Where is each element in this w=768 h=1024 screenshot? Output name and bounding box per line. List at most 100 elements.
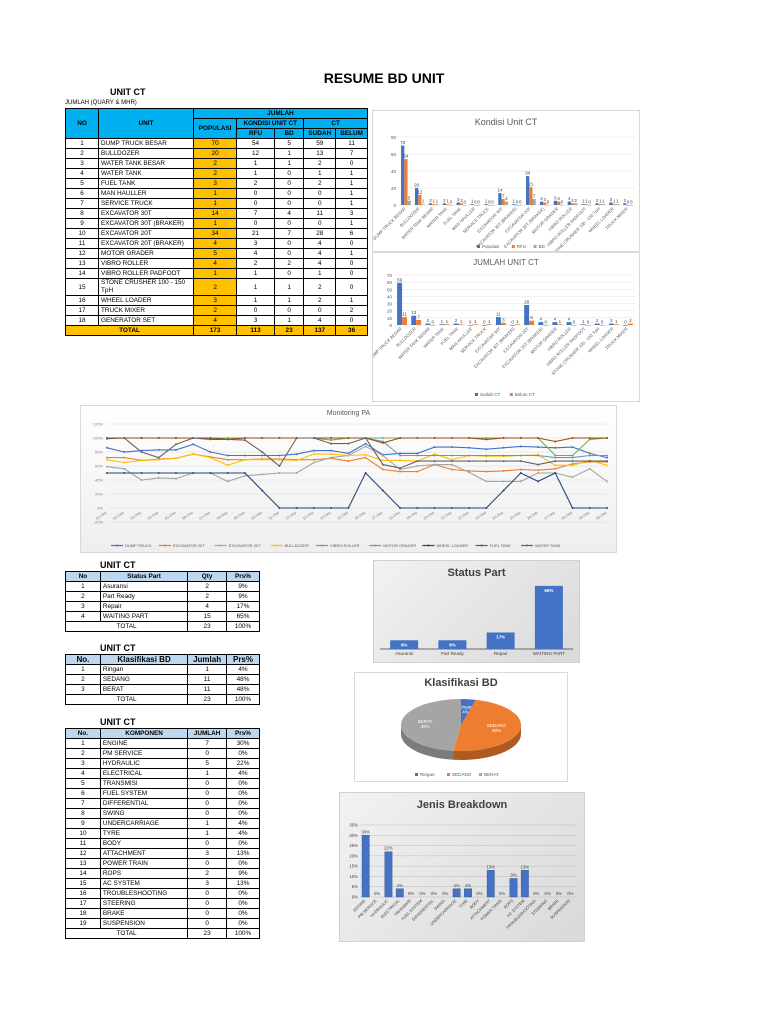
svg-text:0: 0 xyxy=(432,320,435,325)
cell-pct: 13% xyxy=(226,848,260,859)
svg-text:0%: 0% xyxy=(544,891,550,896)
col-header: Prs% xyxy=(226,654,260,665)
svg-text:1: 1 xyxy=(446,199,449,204)
svg-text:16-Sep: 16-Sep xyxy=(354,511,366,521)
cell-qty: 4 xyxy=(187,601,227,612)
cell-name: AC SYSTEM xyxy=(99,878,189,889)
status-part-heading: UNIT CT xyxy=(100,560,136,570)
svg-text:0%: 0% xyxy=(431,891,437,896)
table-row: 17 STEERING 0 0% xyxy=(65,898,260,909)
cell-no: 3 xyxy=(65,684,101,695)
cell-sudah: 1 xyxy=(303,168,337,179)
svg-text:4%: 4% xyxy=(465,883,471,888)
svg-text:06-Sep: 06-Sep xyxy=(181,511,193,521)
cell-name: BERAT xyxy=(99,684,189,695)
svg-text:23-Sep: 23-Sep xyxy=(475,511,487,521)
cell-name: FUEL SYSTEM xyxy=(99,788,189,799)
cell-populasi: 4 xyxy=(192,315,238,326)
svg-text:1: 1 xyxy=(471,199,474,204)
svg-text:ROPS: ROPS xyxy=(503,898,515,910)
svg-text:1: 1 xyxy=(615,319,618,324)
unit-ct-heading: UNIT CT xyxy=(110,87,146,97)
svg-text:4: 4 xyxy=(554,317,557,322)
svg-text:14-Sep: 14-Sep xyxy=(319,511,331,521)
cell-populasi: 1 xyxy=(192,188,238,199)
cell-total-qty: 23 xyxy=(187,928,227,939)
cell-no: 10 xyxy=(65,228,99,239)
status-part-chart: Status Part 9% Asuransi 9% Part Ready 17% Rep… xyxy=(373,560,580,663)
cell-no: 12 xyxy=(65,248,99,259)
svg-text:1: 1 xyxy=(432,199,435,204)
svg-text:1: 1 xyxy=(613,199,616,204)
unit-ct-subtitle: JUMLAH (QUARY & MHR) xyxy=(65,100,137,106)
cell-qty: 0 xyxy=(187,788,227,799)
svg-text:10-Sep: 10-Sep xyxy=(250,511,262,521)
svg-text:1: 1 xyxy=(446,319,449,324)
cell-populasi: 1 xyxy=(192,268,238,279)
cell-total-sudah: 137 xyxy=(303,325,337,336)
cell-pct: 0% xyxy=(226,888,260,899)
cell-belum: 7 xyxy=(335,148,368,159)
cell-no: 7 xyxy=(65,198,99,209)
cell-populasi: 20 xyxy=(192,148,238,159)
table-row: 9 UNDERCARRIAGE 1 4% xyxy=(65,818,260,829)
svg-text:2: 2 xyxy=(455,318,458,323)
svg-text:EXCAVATOR 30T: EXCAVATOR 30T xyxy=(229,543,261,548)
cell-name: BODY xyxy=(99,838,189,849)
table-row: 2 SEDANG 11 48% xyxy=(65,674,260,685)
table-row: 8 SWING 0 0% xyxy=(65,808,260,819)
svg-text:EXCAVATOR 20T: EXCAVATOR 20T xyxy=(173,543,205,548)
svg-text:12: 12 xyxy=(417,189,423,194)
cell-pct: 4% xyxy=(226,664,260,675)
table-row: 3 BERAT 11 48% xyxy=(65,684,260,695)
svg-text:3: 3 xyxy=(502,317,505,322)
table-row: 1 ENGINE 7 30% xyxy=(65,738,260,749)
klasifikasi-bd-chart: Klasifikasi BD Ringan 4% SEDANG 48% BERAT 48%… xyxy=(354,672,568,782)
cell-qty: 5 xyxy=(187,758,227,769)
col-jumlah: JUMLAH xyxy=(193,108,368,119)
cell-pct: 9% xyxy=(226,591,260,602)
svg-text:1: 1 xyxy=(513,199,516,204)
cell-no: 14 xyxy=(65,268,99,279)
cell-total-pct: 100% xyxy=(226,694,260,705)
cell-belum: 2 xyxy=(335,305,368,316)
col-kondisi: KONDISI UNIT CT xyxy=(236,118,305,129)
cell-pct: 4% xyxy=(226,768,260,779)
cell-no: 10 xyxy=(65,828,101,839)
cell-pct: 9% xyxy=(226,868,260,879)
svg-text:35%: 35% xyxy=(349,823,358,828)
komponen-table: No. KOMPONEN JUMLAH Prs% 1 ENGINE 7 30% 2 PM SER… xyxy=(64,728,260,939)
cell-rfu: 1 xyxy=(236,158,275,169)
cell-no: 7 xyxy=(65,798,101,809)
cell-name: BRAKE xyxy=(99,908,189,919)
svg-text:4: 4 xyxy=(568,317,571,322)
svg-text:59: 59 xyxy=(397,277,403,282)
cell-unit: TRUCK MIXER xyxy=(98,305,194,316)
svg-text:01-Sep: 01-Sep xyxy=(95,511,107,521)
cell-sudah: 28 xyxy=(303,228,337,239)
svg-text:0%: 0% xyxy=(97,506,103,511)
svg-text:2: 2 xyxy=(596,318,599,323)
page-title: RESUME BD UNIT xyxy=(323,70,445,86)
cell-name: SWING xyxy=(99,808,189,819)
chart-title: Status Part xyxy=(447,567,506,579)
svg-text:0: 0 xyxy=(561,200,564,205)
svg-text:2: 2 xyxy=(460,198,463,203)
jenis-breakdown-chart: Jenis Breakdown 0% 5% 10% 15% 20% 25% 30% 35% 30… xyxy=(339,792,585,942)
cell-belum: 1 xyxy=(335,248,368,259)
svg-text:1: 1 xyxy=(599,199,602,204)
cell-belum: 0 xyxy=(335,258,368,269)
svg-text:0: 0 xyxy=(483,320,486,325)
cell-qty: 0 xyxy=(187,898,227,909)
svg-text:15%: 15% xyxy=(349,864,358,869)
col-rfu: RFU xyxy=(236,128,275,139)
svg-text:22%: 22% xyxy=(384,846,393,851)
svg-text:30-Sep: 30-Sep xyxy=(595,511,607,521)
svg-text:25-Sep: 25-Sep xyxy=(509,511,521,521)
svg-text:4: 4 xyxy=(505,196,508,201)
svg-text:VIBRO ROLLER: VIBRO ROLLER xyxy=(330,543,360,548)
svg-text:10%: 10% xyxy=(349,874,358,879)
cell-name: Repair xyxy=(99,601,189,612)
svg-text:02-Sep: 02-Sep xyxy=(112,511,124,521)
svg-text:Belum CT: Belum CT xyxy=(515,392,535,397)
